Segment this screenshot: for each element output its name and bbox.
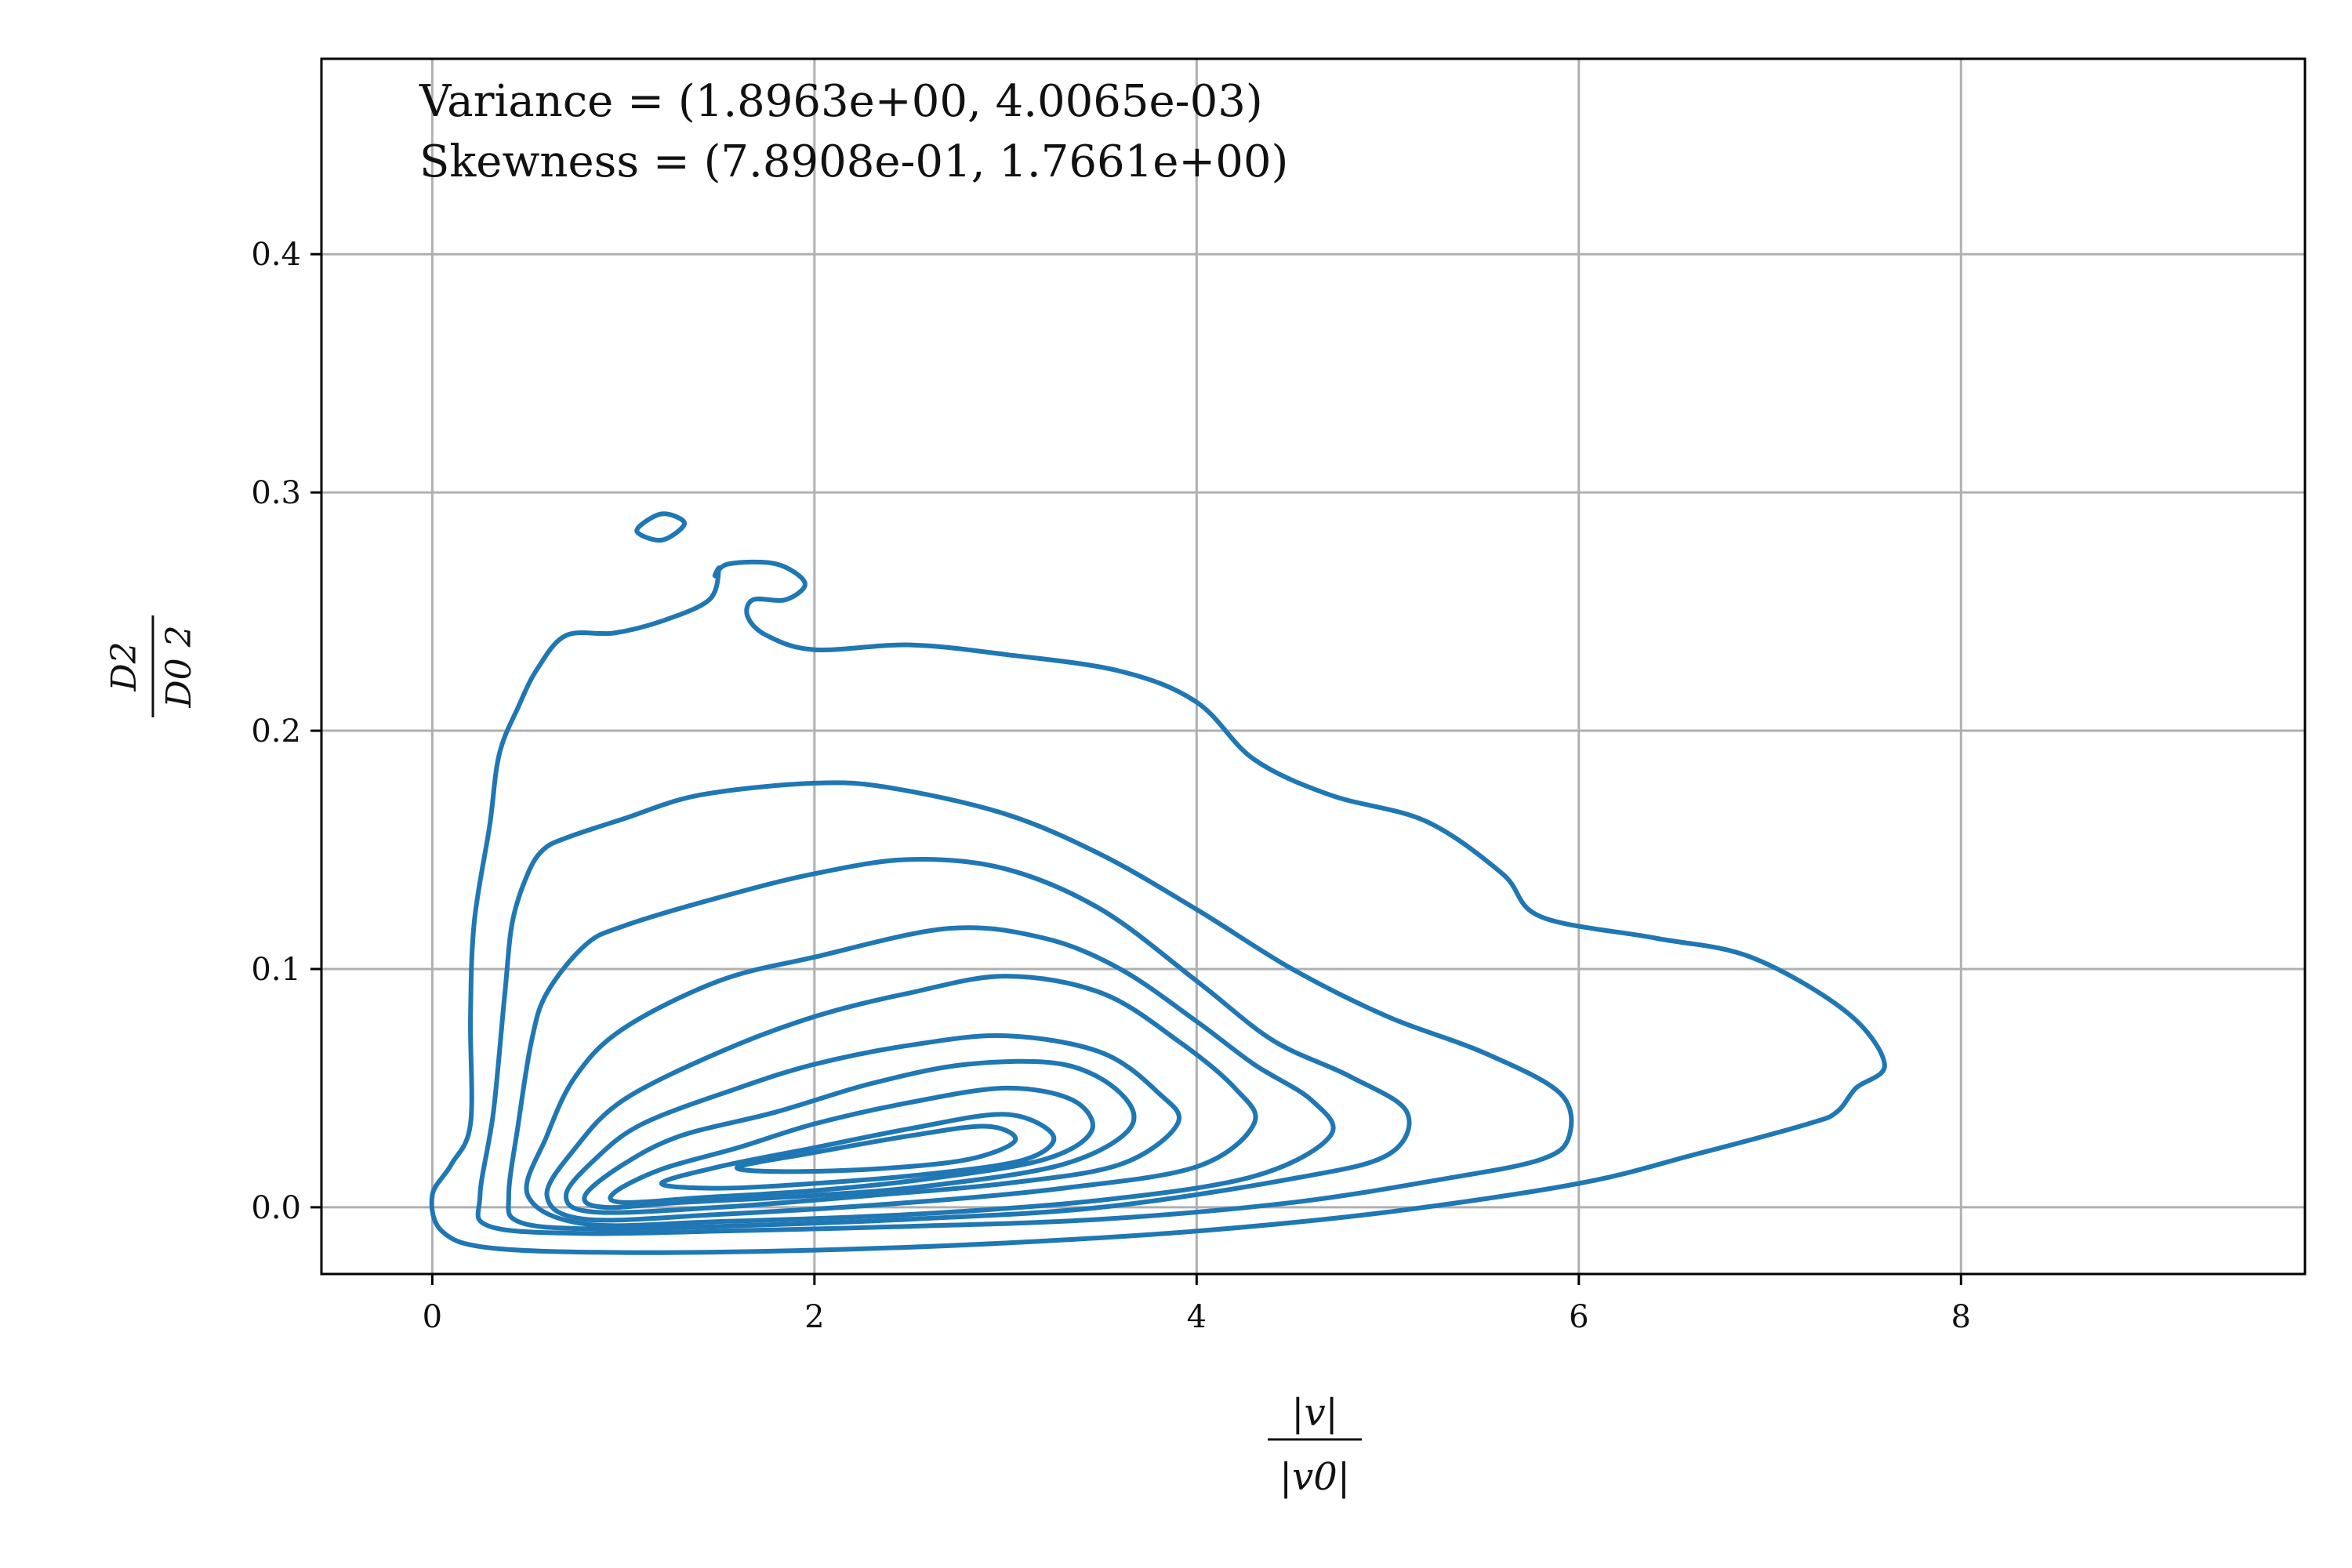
contour-line-6 (544, 974, 1258, 1223)
contour-line-9 (608, 1085, 1095, 1205)
x-axis-label: |v| |v0| (1268, 1391, 1362, 1499)
y-tick-label: 0.4 (251, 237, 301, 273)
y-tick-label: 0.3 (251, 475, 301, 511)
contour-line-4 (506, 857, 1412, 1232)
axis-ticks: 0 2 4 6 8 0.0 0.1 0.2 0.3 0.4 (251, 237, 1971, 1335)
x-tick-label: 6 (1569, 1299, 1588, 1335)
contour-line-3 (475, 780, 1574, 1236)
contour-line-8 (582, 1058, 1137, 1210)
grid (321, 59, 2305, 1274)
x-tick-label: 8 (1951, 1299, 1971, 1335)
contour-line-10 (659, 1112, 1057, 1191)
contour-lines (429, 511, 1887, 1255)
y-tick-label: 0.0 (251, 1190, 301, 1226)
contour-line-5 (524, 925, 1336, 1229)
y-axis-label-denominator: D0 2 (159, 625, 199, 708)
annotation-skewness: Skewness = (7.8908e-01, 1.7661e+00) (419, 136, 1288, 187)
x-axis-label-numerator: |v| (1291, 1391, 1338, 1435)
y-axis-label: D2 D0 2 (104, 615, 199, 717)
plot-frame (320, 57, 2307, 1276)
contour-line-7 (564, 1033, 1181, 1215)
x-axis-label-denominator: |v0| (1279, 1455, 1350, 1499)
contour-line-2 (634, 511, 688, 543)
y-tick-label: 0.2 (251, 713, 301, 750)
contour-line-11 (734, 1123, 1018, 1174)
x-tick-label: 2 (804, 1299, 824, 1335)
y-axis-label-numerator: D2 (104, 641, 144, 691)
x-tick-label: 4 (1187, 1299, 1207, 1335)
annotation-variance: Variance = (1.8963e+00, 4.0065e-03) (419, 76, 1263, 127)
x-tick-label: 0 (423, 1299, 442, 1335)
y-tick-label: 0.1 (251, 952, 301, 988)
contour-line-1 (429, 559, 1887, 1255)
